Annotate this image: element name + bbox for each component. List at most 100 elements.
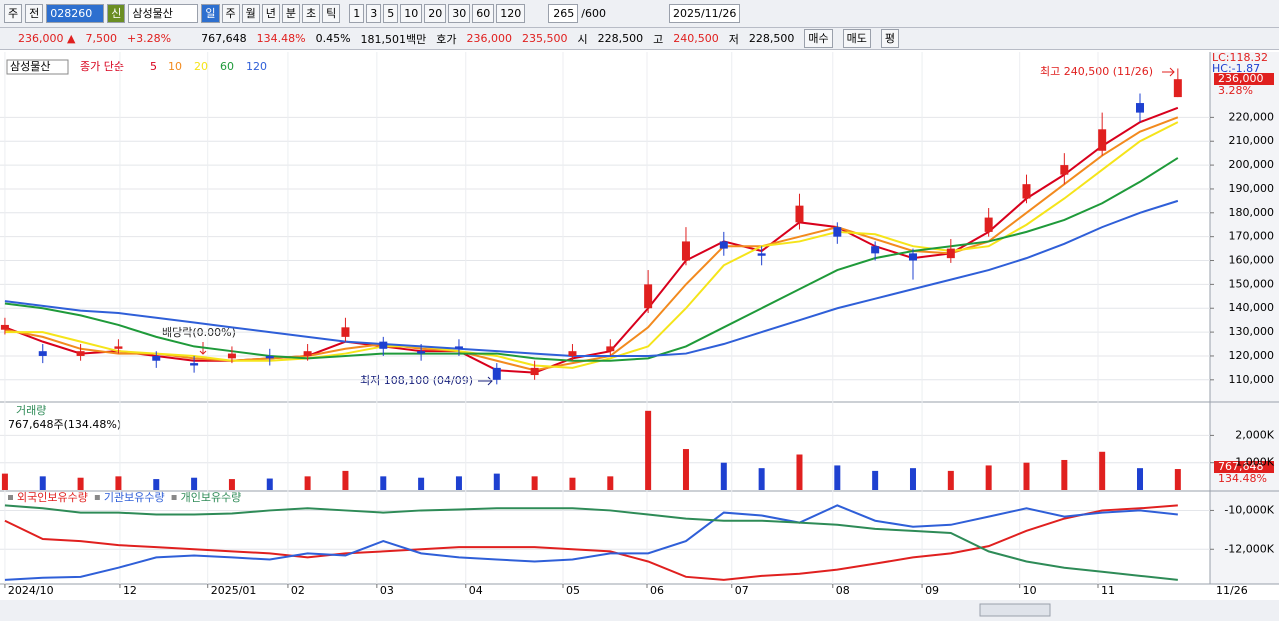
market-select[interactable]: 주 bbox=[4, 4, 23, 23]
quote-label: 호가 bbox=[436, 32, 457, 46]
candle-body bbox=[227, 353, 236, 359]
candle-body bbox=[1098, 129, 1107, 151]
rate: +3.28% bbox=[126, 32, 172, 45]
interval-button[interactable]: 30 bbox=[448, 4, 471, 23]
period-button[interactable]: 주 bbox=[221, 4, 240, 23]
moving-average bbox=[4, 121, 1179, 369]
volume-bar bbox=[342, 470, 349, 490]
scroll-thumb[interactable] bbox=[979, 603, 1051, 617]
candle-body bbox=[644, 284, 653, 309]
volume-bar bbox=[834, 465, 841, 490]
x-tick-label: 04 bbox=[469, 584, 483, 597]
volume-bar bbox=[1, 473, 8, 490]
interval-button[interactable]: 60 bbox=[472, 4, 495, 23]
moving-average bbox=[4, 106, 1179, 374]
candle-body bbox=[454, 346, 463, 349]
volume-bar bbox=[153, 479, 160, 490]
candle-body bbox=[38, 351, 47, 356]
candle-body bbox=[379, 341, 388, 349]
interval-button[interactable]: 10 bbox=[400, 4, 423, 23]
x-tick-label: 2024/10 bbox=[8, 584, 54, 597]
interval-button[interactable]: 1 bbox=[349, 4, 365, 23]
volume-bar bbox=[455, 476, 462, 490]
candle-body bbox=[908, 253, 917, 261]
x-tick-label: 2025/01 bbox=[211, 584, 257, 597]
y-tick-label: 220,000 bbox=[1229, 110, 1275, 123]
period-button[interactable]: 초 bbox=[302, 4, 321, 23]
x-tick-label: 05 bbox=[566, 584, 580, 597]
period-button[interactable]: 일 bbox=[201, 4, 220, 23]
candle-body bbox=[303, 351, 312, 356]
low-arrow bbox=[478, 376, 493, 386]
background bbox=[0, 52, 1279, 621]
candle-body bbox=[0, 324, 9, 330]
candle-body bbox=[530, 367, 539, 376]
low-label: 저 bbox=[728, 32, 739, 46]
interval-button[interactable]: 5 bbox=[383, 4, 399, 23]
volume-bar bbox=[115, 476, 122, 490]
y-tick-label: 1,000K bbox=[1235, 456, 1274, 469]
price: 236,000 ▲ bbox=[18, 32, 76, 45]
interval-button[interactable]: 120 bbox=[496, 4, 526, 23]
prev-button[interactable]: 전 bbox=[25, 4, 44, 23]
last-volume-box bbox=[1214, 461, 1274, 473]
candle-body bbox=[1022, 184, 1031, 199]
candle-body bbox=[492, 367, 501, 380]
badge: 신 bbox=[107, 4, 126, 23]
candle-body bbox=[719, 241, 728, 249]
x-tick-label: 09 bbox=[925, 584, 939, 597]
candle-body bbox=[946, 248, 955, 259]
interval-button[interactable]: 20 bbox=[424, 4, 447, 23]
y-tick-label: 160,000 bbox=[1229, 254, 1275, 267]
volume-bar bbox=[228, 479, 235, 490]
date-input[interactable]: 2025/11/26 bbox=[668, 4, 741, 23]
code-input[interactable]: 028260 bbox=[46, 4, 105, 23]
interval-button[interactable]: 3 bbox=[366, 4, 382, 23]
volume-bar bbox=[39, 476, 46, 490]
volume-bar bbox=[645, 410, 652, 490]
high-annotation: 최고 240,500 (11/26) bbox=[1040, 65, 1153, 78]
candle-body bbox=[152, 355, 161, 361]
hc-label: HC:-1.87 bbox=[1212, 62, 1260, 75]
period-button[interactable]: 분 bbox=[281, 4, 300, 23]
y-tick-label: 140,000 bbox=[1229, 301, 1275, 314]
interval-group: 1 3 5 10 20 30 60 120 bbox=[349, 4, 526, 23]
legend-entry: 개인보유수량 bbox=[181, 491, 242, 504]
legend-entry: 기관보유수량 bbox=[104, 491, 165, 504]
candle-body bbox=[190, 363, 199, 366]
candle-body bbox=[681, 241, 690, 261]
count-input[interactable]: 265 bbox=[548, 4, 579, 23]
ask: 236,000 bbox=[466, 32, 513, 45]
x-tick-label: 08 bbox=[836, 584, 850, 597]
y-tick-label: 150,000 bbox=[1229, 277, 1275, 290]
moving-average bbox=[4, 199, 1179, 357]
volume-bar bbox=[720, 462, 727, 490]
sell-button[interactable]: 매도 bbox=[842, 29, 871, 48]
legend-swatch bbox=[8, 495, 13, 500]
legend-entry: 5 bbox=[150, 60, 157, 73]
period-button[interactable]: 틱 bbox=[322, 4, 341, 23]
avg-button[interactable]: 평 bbox=[880, 29, 900, 48]
low-annotation: 최저 108,100 (04/09) bbox=[360, 374, 473, 387]
scroll-bar[interactable] bbox=[0, 600, 1279, 621]
period-button[interactable]: 월 bbox=[241, 4, 260, 23]
y-tick-label: 130,000 bbox=[1229, 325, 1275, 338]
period-button[interactable]: 년 bbox=[261, 4, 280, 23]
last-price-box bbox=[1214, 73, 1274, 85]
holding-line bbox=[4, 504, 1178, 581]
volume-bar bbox=[304, 476, 311, 490]
turnover: 0.45% bbox=[315, 32, 351, 45]
buy-button[interactable]: 매수 bbox=[804, 29, 833, 48]
x-tick-label: 02 bbox=[291, 584, 305, 597]
volume-bar bbox=[380, 476, 387, 490]
volume-bar bbox=[77, 477, 84, 490]
candle-body bbox=[833, 227, 842, 237]
candle-body bbox=[795, 205, 804, 223]
y-tick-label: 210,000 bbox=[1229, 134, 1275, 147]
candle-body bbox=[984, 217, 993, 232]
bid: 235,500 bbox=[522, 32, 568, 45]
volume-rate: 134.48% bbox=[256, 32, 306, 45]
legend-swatch bbox=[171, 495, 177, 500]
